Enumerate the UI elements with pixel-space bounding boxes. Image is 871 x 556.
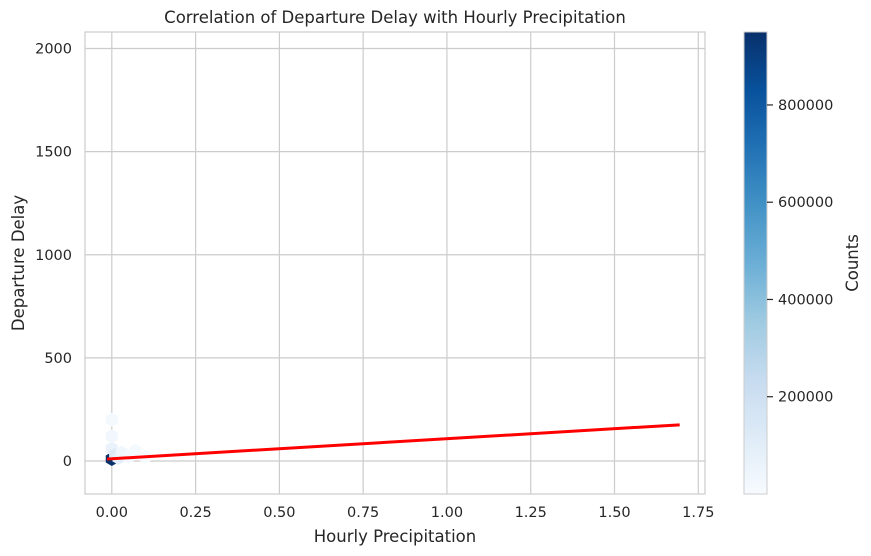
hexbin-layer xyxy=(105,412,152,466)
x-tick-label: 1.00 xyxy=(431,505,463,521)
y-tick-label: 1000 xyxy=(35,248,72,264)
x-tick-labels: 0.00 0.25 0.50 0.75 1.00 1.25 1.50 1.75 xyxy=(96,505,715,521)
x-tick-label: 0.50 xyxy=(263,505,295,521)
plot-frame xyxy=(84,31,706,495)
colorbar xyxy=(743,31,768,495)
y-axis-label: Departure Delay xyxy=(9,195,28,332)
y-tick-label: 500 xyxy=(44,351,72,367)
colorbar-tick-label: 800000 xyxy=(778,98,833,114)
hexbin-cell xyxy=(129,443,142,458)
regression-line xyxy=(106,423,680,461)
colorbar-tick-label: 400000 xyxy=(778,292,833,308)
hexbin-cell xyxy=(105,412,118,427)
x-tick-label: 0.25 xyxy=(179,505,211,521)
x-tick-label: 0.00 xyxy=(96,505,128,521)
x-axis-label: Hourly Precipitation xyxy=(314,527,476,546)
plot-area xyxy=(85,32,705,494)
x-tick-label: 1.75 xyxy=(682,505,714,521)
colorbar-ticks: 200000 400000 600000 800000 xyxy=(767,98,833,406)
y-tick-label: 0 xyxy=(63,454,72,470)
x-tick-label: 1.50 xyxy=(598,505,630,521)
hexbin-cell xyxy=(105,429,118,444)
chart-title: Correlation of Departure Delay with Hour… xyxy=(164,8,626,27)
y-tick-label: 2000 xyxy=(35,42,72,58)
x-tick-label: 0.75 xyxy=(347,505,379,521)
colorbar-tick-label: 600000 xyxy=(778,195,833,211)
x-tick-label: 1.25 xyxy=(515,505,547,521)
colorbar-label: Counts xyxy=(843,234,862,292)
colorbar-tick-label: 200000 xyxy=(778,390,833,406)
y-tick-labels: 0 500 1000 1500 2000 xyxy=(35,42,72,471)
grid-lines xyxy=(85,32,705,494)
y-tick-label: 1500 xyxy=(35,145,72,161)
regression-layer xyxy=(106,423,680,461)
